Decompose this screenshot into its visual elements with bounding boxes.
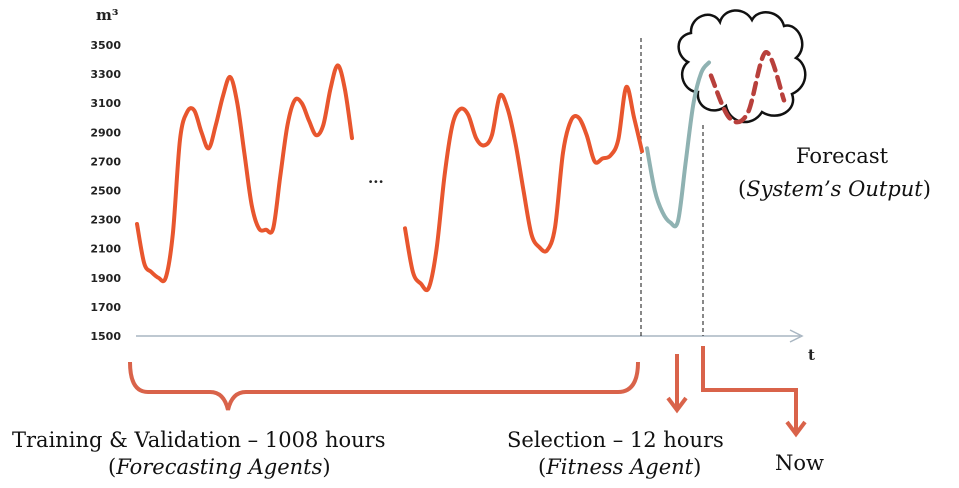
gap-ellipsis: ... (368, 169, 384, 187)
y-tick-label: 3300 (90, 68, 121, 81)
y-tick-label: 3100 (90, 97, 121, 110)
series-line-selection-window (645, 60, 711, 229)
selection-subcaption: (Fitness Agent) (538, 455, 701, 479)
forecast-sub-italic: System’s Output (746, 177, 923, 201)
series-line-history-segment-2 (403, 85, 644, 293)
now-caption: Now (775, 451, 824, 475)
y-axis-label: m³ (96, 6, 118, 24)
series-line-history-segment-1 (135, 63, 354, 284)
x-axis-arrowhead (789, 329, 804, 343)
selection-sub-close: ) (693, 455, 701, 479)
training-sub-close: ) (322, 455, 330, 479)
y-tick-label: 1900 (90, 272, 121, 285)
now-arrow-head (785, 420, 807, 438)
forecast-cloud (677, 9, 807, 124)
training-sub-open: ( (108, 455, 116, 479)
y-tick-label: 3500 (90, 39, 121, 52)
series-layer (135, 50, 787, 293)
training-caption: Training & Validation – 1008 hours (12, 428, 386, 452)
training-sub-italic: Forecasting Agents (115, 455, 322, 479)
y-axis-ticks: 1500 1700 1900 2100 2300 2500 2700 2900 3100 3300… (90, 39, 121, 343)
y-tick-label: 2500 (90, 185, 121, 198)
y-tick-label: 1700 (90, 301, 121, 314)
selection-arrow-head (666, 396, 688, 414)
y-tick-label: 2700 (90, 155, 121, 168)
forecast-subcaption: (System’s Output) (738, 177, 931, 201)
y-tick-label: 1500 (90, 330, 121, 343)
forecast-sub-open: ( (738, 177, 746, 201)
forecast-sub-close: ) (923, 177, 931, 201)
y-tick-label: 2300 (90, 214, 121, 227)
forecast-caption: Forecast (796, 144, 889, 168)
now-arrow-shaft (701, 346, 798, 432)
selection-sub-italic: Fitness Agent (545, 455, 693, 479)
y-tick-label: 2900 (90, 126, 121, 139)
y-tick-label: 2100 (90, 243, 121, 256)
selection-caption: Selection – 12 hours (507, 428, 724, 452)
series-line-forecast (708, 50, 787, 125)
x-axis-label: t (808, 346, 815, 364)
training-subcaption: (Forecasting Agents) (108, 455, 331, 479)
training-bracket (128, 361, 640, 411)
selection-sub-open: ( (538, 455, 546, 479)
